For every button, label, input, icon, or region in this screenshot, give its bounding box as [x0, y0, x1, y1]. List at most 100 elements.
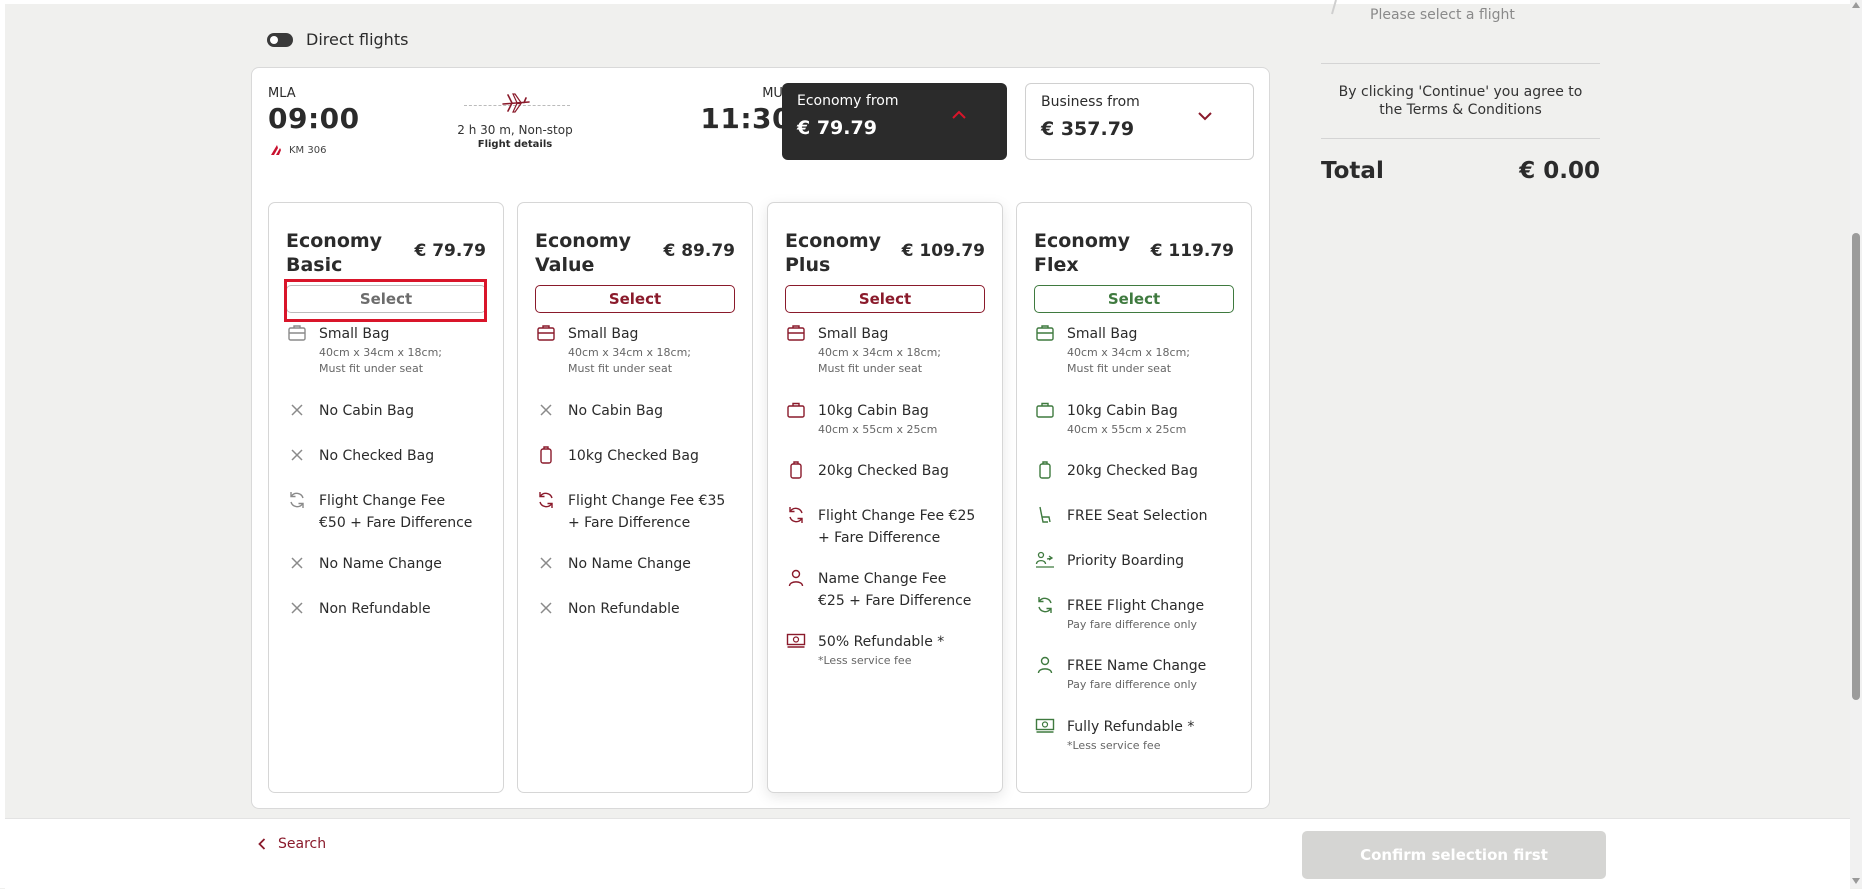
flight-details-link[interactable]: Flight details	[477, 139, 553, 150]
feature-small-bag: Small Bag 40cm x 34cm x 18cm; Must fit und…	[786, 323, 991, 375]
direct-flights-toggle[interactable]	[267, 32, 293, 47]
fare-price: € 89.79	[663, 241, 735, 261]
cabin-bag-icon	[787, 402, 805, 418]
feature-small-bag: Small Bag 40cm x 34cm x 18cm; Must fit und…	[1035, 323, 1240, 375]
scrollbar-thumb[interactable]	[1852, 233, 1860, 700]
change-icon	[290, 492, 304, 508]
window-top-edge	[0, 0, 1850, 4]
priority-icon	[1035, 551, 1054, 568]
fare-card-economy-value: Economy Value € 89.79 Select Small Bag 40c…	[517, 202, 753, 793]
feature-checked-bag: 10kg Checked Bag	[536, 445, 741, 467]
person-icon	[1037, 656, 1053, 674]
total-label: Total	[1321, 158, 1384, 184]
cabin-bag-icon	[1036, 402, 1054, 418]
feature-non-refundable: Non Refundable	[287, 598, 492, 620]
small-bag-icon	[787, 325, 805, 341]
flight-duration: 2 h 30 m, Non-stop	[457, 123, 573, 137]
economy-cabin-tab[interactable]: Economy from € 79.79	[782, 83, 1007, 160]
feature-cabin-bag: 10kg Cabin Bag 40cm x 55cm x 25cm	[786, 400, 991, 438]
fare-name: Economy Value	[535, 230, 632, 276]
fare-name: Economy Plus	[785, 230, 882, 276]
arrival-time: 11:30	[700, 102, 792, 135]
money-icon	[1035, 718, 1055, 733]
direct-flights-filter[interactable]: Direct flights	[267, 30, 408, 49]
plane-outline-icon	[1331, 0, 1337, 15]
scroll-up-arrow-icon[interactable]	[1852, 2, 1860, 8]
chevron-up-icon	[952, 110, 966, 119]
select-economy-flex-button[interactable]: Select	[1034, 285, 1234, 313]
summary-divider	[1321, 63, 1600, 64]
feature-no-name-change: No Name Change	[536, 553, 741, 575]
direct-flights-label: Direct flights	[306, 30, 409, 49]
suitcase-icon	[540, 446, 552, 464]
seat-icon	[1039, 506, 1051, 523]
x-icon	[291, 449, 303, 461]
airline-info: KM 306	[270, 144, 326, 156]
fare-card-economy-plus: Economy Plus € 109.79 Select Small Bag 40c…	[767, 202, 1003, 793]
x-icon	[540, 557, 552, 569]
origin-code: MLA	[268, 86, 296, 101]
airplane-icon	[502, 93, 530, 113]
flight-number: KM 306	[289, 144, 327, 156]
back-to-search-link[interactable]: Search	[258, 836, 326, 852]
small-bag-icon	[288, 325, 306, 341]
fare-name: Economy Flex	[1034, 230, 1131, 276]
feature-cabin-bag: 10kg Cabin Bag 40cm x 55cm x 25cm	[1035, 400, 1240, 438]
fare-price: € 119.79	[1150, 241, 1234, 261]
fare-price: € 79.79	[414, 241, 486, 261]
total-value: € 0.00	[1519, 158, 1600, 184]
feature-no-checked-bag: No Checked Bag	[287, 445, 492, 467]
x-icon	[540, 602, 552, 614]
feature-seat-selection: FREE Seat Selection	[1035, 505, 1240, 527]
feature-no-cabin-bag: No Cabin Bag	[287, 400, 492, 422]
feature-non-refundable: Non Refundable	[536, 598, 741, 620]
window-left-edge	[0, 0, 5, 888]
x-icon	[540, 404, 552, 416]
feature-no-name-change: No Name Change	[287, 553, 492, 575]
feature-free-flight-change: FREE Flight Change Pay fare difference on…	[1035, 595, 1240, 633]
feature-flight-change-fee: Flight Change Fee €25 + Fare Difference	[786, 505, 991, 549]
select-flight-prompt: Please select a flight	[1370, 7, 1515, 23]
feature-free-name-change: FREE Name Change Pay fare difference only	[1035, 655, 1240, 693]
change-icon	[1038, 597, 1052, 613]
chevron-down-icon	[1198, 112, 1212, 121]
feature-fully-refundable: Fully Refundable * *Less service fee	[1035, 716, 1240, 754]
x-icon	[291, 602, 303, 614]
feature-priority-boarding: Priority Boarding	[1035, 550, 1240, 572]
feature-small-bag: Small Bag 40cm x 34cm x 18cm; Must fit und…	[287, 323, 492, 375]
small-bag-icon	[1036, 325, 1054, 341]
fare-card-economy-flex: Economy Flex € 119.79 Select Small Bag 40c…	[1016, 202, 1252, 793]
summary-divider	[1321, 138, 1600, 139]
suitcase-icon	[1039, 461, 1051, 479]
x-icon	[291, 557, 303, 569]
feature-flight-change-fee: Flight Change Fee €35 + Fare Difference	[536, 490, 741, 534]
money-icon	[786, 633, 806, 648]
search-link-label: Search	[278, 836, 327, 852]
feature-small-bag: Small Bag 40cm x 34cm x 18cm; Must fit und…	[536, 323, 741, 375]
page-scrollbar[interactable]	[1850, 0, 1862, 888]
fare-name: Economy Basic	[286, 230, 383, 276]
suitcase-icon	[790, 461, 802, 479]
scroll-down-arrow-icon[interactable]	[1852, 878, 1860, 884]
business-cabin-tab[interactable]: Business from € 357.79	[1025, 83, 1254, 160]
feature-refundable: 50% Refundable * *Less service fee	[786, 631, 991, 669]
feature-checked-bag: 20kg Checked Bag	[1035, 460, 1240, 482]
change-icon	[539, 492, 553, 508]
select-economy-value-button[interactable]: Select	[535, 285, 735, 313]
confirm-selection-button[interactable]: Confirm selection first	[1302, 831, 1606, 879]
terms-notice: By clicking 'Continue' you agree to the T…	[1338, 84, 1583, 118]
select-economy-basic-button[interactable]: Select	[286, 285, 486, 313]
route-line-left	[464, 105, 570, 106]
business-from-label: Business from	[1041, 94, 1140, 110]
economy-from-label: Economy from	[797, 93, 899, 109]
fare-price: € 109.79	[901, 241, 985, 261]
terms-link[interactable]: the Terms & Conditions	[1379, 102, 1542, 118]
departure-time: 09:00	[268, 102, 360, 135]
feature-checked-bag: 20kg Checked Bag	[786, 460, 991, 482]
feature-name-change-fee: Name Change Fee €25 + Fare Difference	[786, 568, 991, 612]
feature-no-cabin-bag: No Cabin Bag	[536, 400, 741, 422]
business-from-price: € 357.79	[1041, 118, 1135, 140]
chevron-left-icon	[258, 838, 266, 850]
select-economy-plus-button[interactable]: Select	[785, 285, 985, 313]
airline-logo-icon	[271, 145, 281, 155]
